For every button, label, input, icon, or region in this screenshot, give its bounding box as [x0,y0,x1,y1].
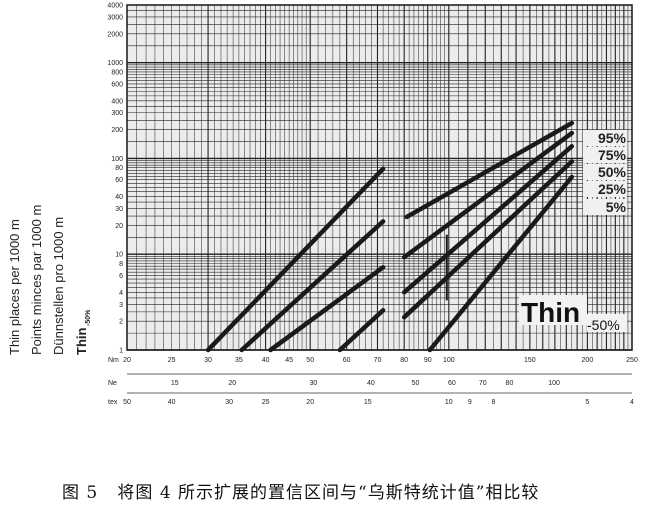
series-label: 50% [598,164,627,180]
x-tick-label: 40 [262,357,270,364]
y-tick-label: 20 [115,223,123,230]
y-tick-label: 60 [115,177,123,184]
series-line-5pct [427,174,575,353]
series-line-75pct [401,130,575,260]
x-tick-label: 20 [306,399,314,406]
y-tick-label: 4000 [107,3,123,10]
x-tick-label: 15 [364,399,372,406]
x-tick-label: 60 [448,380,456,387]
x-tick-label: 200 [582,357,594,364]
x-tick-label: 25 [262,399,270,406]
x-axis-name-ne: Ne [108,380,117,387]
y-axis-ticks: 1 2 3 4 6 8 10 20 30 40 60 80 100 200 300 400 600 800 1000… [107,3,123,355]
series-label: 95% [598,130,627,146]
figure-caption: 图 5 将图 4 所示扩展的置信区间与“乌斯特统计值”相比较 [62,483,540,503]
x-tick-label: 90 [424,357,432,364]
y-label-fr: Points minces par 1000 m [29,205,44,355]
y-label-thin-sub: -50% [85,309,92,326]
x-tick-label: 100 [548,380,560,387]
y-tick-label: 2 [119,319,123,326]
series-labels: 95%75%50%25% 5% [583,130,627,215]
x-tick-label: 60 [343,357,351,364]
y-tick-label: 80 [115,165,123,172]
x-tick-label: 30 [225,399,233,406]
y-tick-label: 4 [119,290,123,297]
x-tick-label: 5 [585,399,589,406]
y-tick-label: 200 [111,127,123,134]
series-line-stat-3 [337,308,386,353]
series-label-bg [583,164,627,180]
series-line-stat-2 [268,265,386,353]
x-tick-label: 8 [491,399,495,406]
series-label: 5% [606,199,627,215]
y-tick-label: 1000 [107,60,123,67]
y-tick-label: 3 [119,302,123,309]
y-tick-label: 10 [115,252,123,259]
x-tick-label: 45 [285,357,293,364]
series-line-stat-1 [239,219,386,353]
x-tick-label: 50 [306,357,314,364]
series-label-bg [583,147,627,163]
x-tick-label: 80 [506,380,514,387]
series-label-bg [583,199,627,215]
thin-annotation-sub: -50% [587,317,620,333]
thin-annotation-main: Thin [521,297,580,328]
x-tick-label: 30 [309,380,317,387]
y-label-thin: Thin [74,328,89,355]
y-tick-label: 1 [119,348,123,355]
y-tick-label: 2000 [107,31,123,38]
x-tick-label: 40 [168,399,176,406]
x-tick-label: 15 [171,380,179,387]
y-tick-label: 300 [111,110,123,117]
series-lines [205,120,575,353]
y-tick-label: 400 [111,98,123,105]
y-label-de: Dünnstellen pro 1000 m [51,217,66,355]
y-tick-label: 8 [119,261,123,268]
y-tick-label: 3000 [107,14,123,21]
y-tick-label: 600 [111,81,123,88]
x-tick-label: 30 [204,357,212,364]
series-label-bg [583,130,627,146]
x-tick-label: 9 [468,399,472,406]
x-tick-label: 150 [524,357,536,364]
series-line-50pct [401,144,575,295]
y-tick-label: 800 [111,69,123,76]
thin-annotation: Thin -50% [519,295,627,333]
series-line-stat-0 [205,166,386,353]
x-tick-label: 50 [412,380,420,387]
series-label: 25% [598,181,627,197]
y-tick-label: 6 [119,273,123,280]
x-tick-label: 70 [374,357,382,364]
x-tick-label: 70 [479,380,487,387]
series-label: 75% [598,147,627,163]
x-tick-label: 4 [630,399,634,406]
x-axis-name-nm: Nm [108,357,119,364]
x-axis-name-tex: tex [108,399,118,406]
series-label-bg [583,181,627,197]
y-tick-label: 100 [111,156,123,163]
y-axis-label: Thin places per 1000 m Points minces par… [7,205,92,355]
x-tick-label: 35 [235,357,243,364]
y-tick-label: 40 [115,194,123,201]
series-line-25pct [401,159,575,320]
x-tick-label: 50 [123,399,131,406]
x-tick-label: 20 [123,357,131,364]
y-label-en: Thin places per 1000 m [7,219,22,355]
x-tick-label: 80 [400,357,408,364]
y-tick-label: 30 [115,206,123,213]
x-tick-label: 40 [367,380,375,387]
x-tick-label: 25 [168,357,176,364]
x-tick-label: 20 [228,380,236,387]
x-tick-label: 10 [445,399,453,406]
series-line-95pct [404,120,575,220]
x-tick-label: 250 [626,357,638,364]
x-tick-label: 100 [443,357,455,364]
